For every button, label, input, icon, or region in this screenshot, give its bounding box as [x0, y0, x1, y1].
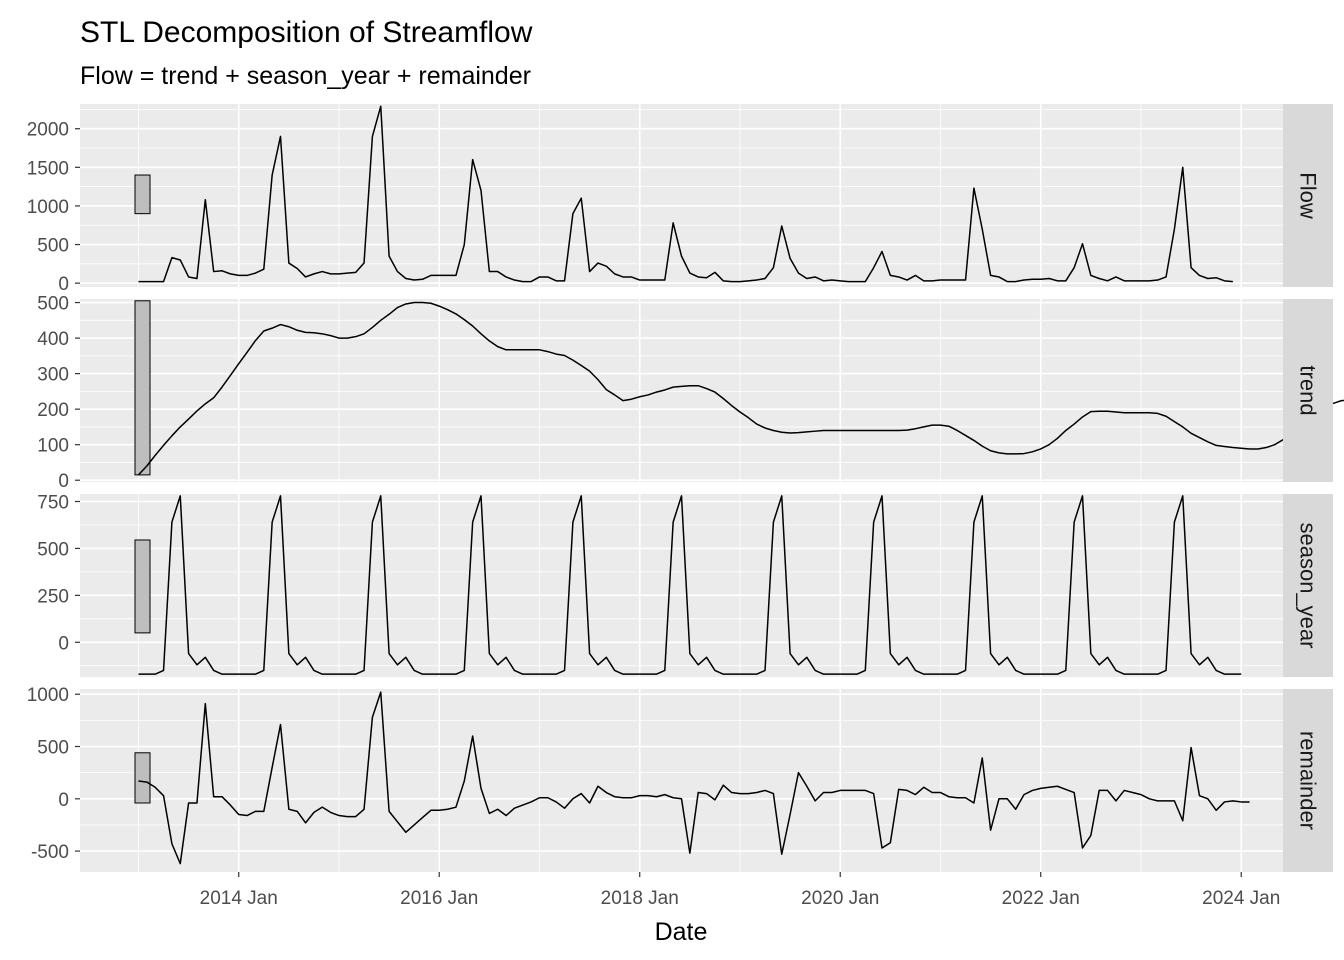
- strip-label: Flow: [1296, 172, 1321, 219]
- scale-bar: [134, 174, 151, 215]
- x-tick-label: 2018 Jan: [601, 888, 679, 909]
- y-tick-label: 100: [37, 436, 69, 457]
- panel-remainder: -500 0 500 1000 remainder: [27, 685, 1333, 872]
- y-tick-label: 400: [37, 329, 69, 350]
- strip-background: [1283, 299, 1333, 482]
- scale-bar: [134, 752, 151, 804]
- y-tick-label: 2000: [27, 120, 69, 141]
- y-tick-label: 1500: [27, 158, 69, 179]
- x-axis: 2014 Jan 2016 Jan 2018 Jan 2020 Jan 2022 Jan…: [200, 872, 1280, 909]
- y-tick-label: 300: [37, 365, 69, 386]
- series-line-season-year: [138, 495, 1242, 675]
- y-tick-label: 250: [37, 586, 69, 607]
- panel-Flow: 0 500 1000 1500 2000 Flow: [27, 104, 1333, 295]
- panel-background: [80, 494, 1283, 677]
- chart-title: STL Decomposition of Streamflow: [80, 16, 533, 49]
- series-line-trend: [137, 301, 1344, 476]
- x-tick-label: 2016 Jan: [400, 888, 478, 909]
- y-tick-label: 500: [37, 738, 69, 759]
- panels: 0500100015002000Flow0100200300400500tren…: [27, 104, 1344, 872]
- panel-background: [80, 689, 1283, 872]
- panel-trend: 0 100 200 300 400 500 trend: [37, 294, 1344, 492]
- x-tick-label: 2014 Jan: [200, 888, 278, 909]
- panel-background: [80, 299, 1283, 482]
- series-line-remainder: [138, 691, 1250, 865]
- y-tick-label: 500: [37, 294, 69, 315]
- x-tick-label: 2022 Jan: [1002, 888, 1080, 909]
- y-tick-label: -500: [31, 842, 69, 863]
- y-tick-label: 1000: [27, 197, 69, 218]
- panel-background: [80, 104, 1283, 287]
- strip-label: remainder: [1296, 731, 1321, 830]
- series-line-Flow: [138, 105, 1233, 283]
- y-tick-label: 500: [37, 539, 69, 560]
- y-tick-label: 500: [37, 236, 69, 257]
- strip-label: trend: [1296, 365, 1321, 415]
- strip-background: [1283, 494, 1333, 677]
- x-axis-title: Date: [655, 918, 708, 946]
- x-tick-label: 2020 Jan: [801, 888, 879, 909]
- panel-season-year: 0 250 500 750 season_year: [37, 493, 1333, 677]
- y-tick-label: 1000: [27, 685, 69, 706]
- y-tick-label: 0: [58, 790, 69, 811]
- strip-label: season_year: [1296, 523, 1321, 649]
- y-tick-label: 0: [58, 633, 69, 654]
- y-tick-label: 0: [58, 471, 69, 492]
- y-tick-label: 200: [37, 400, 69, 421]
- strip-background: [1283, 104, 1333, 287]
- x-tick-label: 2024 Jan: [1202, 888, 1280, 909]
- y-tick-label: 0: [58, 274, 69, 295]
- strip-background: [1283, 689, 1333, 872]
- chart-subtitle: Flow = trend + season_year + remainder: [80, 62, 531, 90]
- y-tick-label: 750: [37, 493, 69, 514]
- scale-bar: [134, 300, 151, 476]
- scale-bar: [134, 539, 151, 634]
